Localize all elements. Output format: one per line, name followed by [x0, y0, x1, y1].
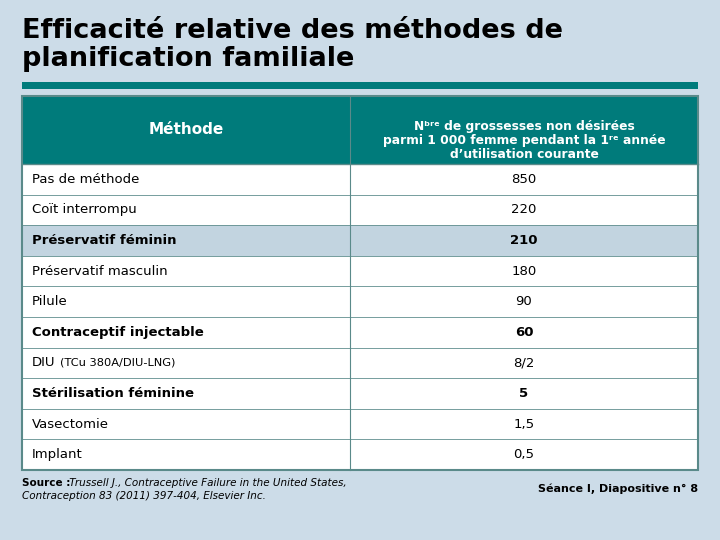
Text: Pilule: Pilule	[32, 295, 68, 308]
Bar	[22, 96, 698, 470]
Text: Contraception 83 (2011) 397-404, Elsevier Inc.: Contraception 83 (2011) 397-404, Elsevie…	[22, 491, 266, 501]
Bar	[22, 96, 698, 164]
Bar	[22, 194, 698, 225]
Bar	[22, 225, 698, 256]
Text: Préservatif féminin: Préservatif féminin	[32, 234, 176, 247]
Text: 1,5: 1,5	[513, 417, 534, 430]
Text: Vasectomie: Vasectomie	[32, 417, 109, 430]
Text: Trussell J., Contraceptive Failure in the United States,: Trussell J., Contraceptive Failure in th…	[66, 478, 346, 488]
Text: 90: 90	[516, 295, 532, 308]
Text: 5: 5	[519, 387, 528, 400]
Text: Efficacité relative des méthodes de: Efficacité relative des méthodes de	[22, 18, 563, 44]
Text: 0,5: 0,5	[513, 448, 534, 461]
Text: parmi 1 000 femme pendant la 1ʳᵉ année: parmi 1 000 femme pendant la 1ʳᵉ année	[383, 134, 665, 147]
Text: Nᵇʳᵉ de grossesses non désirées: Nᵇʳᵉ de grossesses non désirées	[413, 120, 634, 133]
Text: d’utilisation courante: d’utilisation courante	[449, 148, 598, 161]
Text: Coït interrompu: Coït interrompu	[32, 204, 137, 217]
Bar	[22, 164, 698, 194]
Text: 60: 60	[515, 326, 534, 339]
Bar	[22, 409, 698, 440]
Text: Séance I, Diapositive n° 8: Séance I, Diapositive n° 8	[538, 484, 698, 495]
Bar	[22, 378, 698, 409]
Bar	[22, 317, 698, 348]
Text: DIU: DIU	[32, 356, 55, 369]
Text: 220: 220	[511, 204, 536, 217]
Text: planification familiale: planification familiale	[22, 46, 354, 72]
Text: (TCu 380A/DIU-LNG): (TCu 380A/DIU-LNG)	[60, 358, 176, 368]
Text: Implant: Implant	[32, 448, 83, 461]
Text: 210: 210	[510, 234, 538, 247]
Text: 850: 850	[511, 173, 536, 186]
Text: 8/2: 8/2	[513, 356, 535, 369]
Text: Contraceptif injectable: Contraceptif injectable	[32, 326, 204, 339]
Bar	[22, 440, 698, 470]
Text: Pas de méthode: Pas de méthode	[32, 173, 140, 186]
Text: Stérilisation féminine: Stérilisation féminine	[32, 387, 194, 400]
Text: Méthode: Méthode	[148, 123, 224, 138]
Bar	[22, 286, 698, 317]
Text: Préservatif masculin: Préservatif masculin	[32, 265, 168, 278]
Bar	[22, 348, 698, 378]
Text: 180: 180	[511, 265, 536, 278]
Bar	[22, 256, 698, 286]
Bar	[22, 82, 698, 89]
Text: Source :: Source :	[22, 478, 71, 488]
